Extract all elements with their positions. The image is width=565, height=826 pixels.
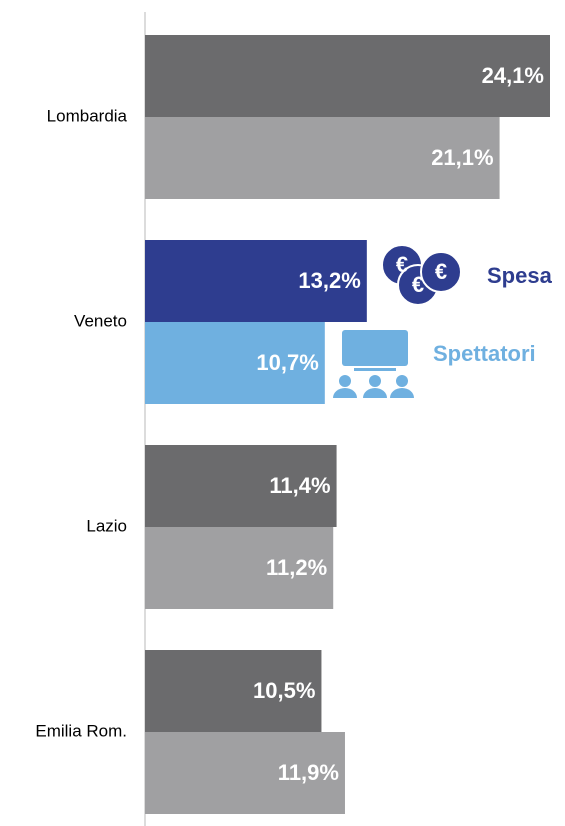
audience-icon <box>333 330 414 398</box>
bar <box>145 117 500 199</box>
category-label: Veneto <box>74 311 127 330</box>
value-label: 11,9% <box>278 760 339 785</box>
bar <box>145 35 550 117</box>
legend-entry: Spettatori <box>433 341 536 366</box>
category-label: Emilia Rom. <box>35 721 127 740</box>
svg-text:€: € <box>412 272 424 297</box>
bar <box>145 322 325 404</box>
category-label: Lazio <box>86 516 127 535</box>
value-label: 10,7% <box>256 350 318 375</box>
value-label: 24,1% <box>482 63 544 88</box>
bar <box>145 445 337 527</box>
bar <box>145 732 345 814</box>
svg-text:€: € <box>435 259 447 284</box>
value-label: 13,2% <box>298 268 360 293</box>
value-label: 11,4% <box>269 473 330 498</box>
value-label: 21,1% <box>431 145 493 170</box>
bar <box>145 650 322 732</box>
bar <box>145 240 367 322</box>
legend-entry: Spesa <box>487 263 553 288</box>
bar <box>145 527 334 609</box>
category-label: Lombardia <box>47 106 128 125</box>
value-label: 11,2% <box>266 555 327 580</box>
coins-icon: € € € <box>381 244 462 306</box>
value-label: 10,5% <box>253 678 315 703</box>
svg-text:€: € <box>396 252 408 277</box>
